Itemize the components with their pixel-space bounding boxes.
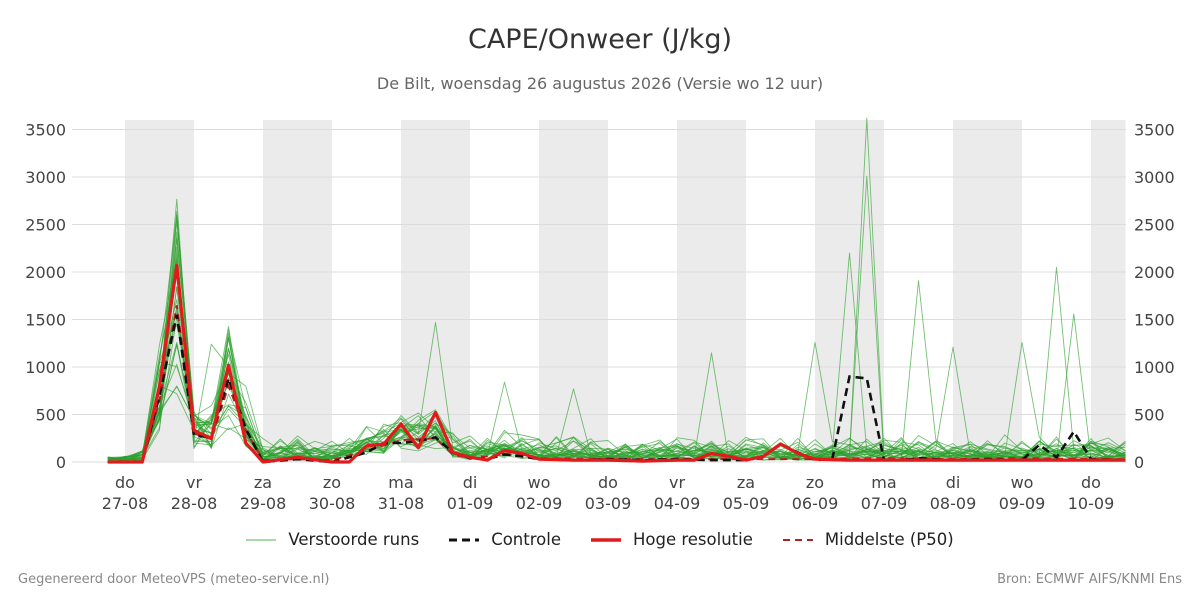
x-tick-day: do: [115, 473, 135, 492]
night-bands: [125, 120, 1126, 462]
shaded-band: [263, 120, 332, 462]
high-res-line: [107, 263, 1126, 464]
y-tick-label-left: 2500: [25, 216, 66, 235]
y-tick-label-left: 500: [35, 406, 66, 425]
x-tick-date: 02-09: [516, 494, 563, 513]
legend-swatch-perturbed: [246, 539, 277, 540]
x-tick-day: ma: [871, 473, 896, 492]
y-tick-label-left: 3500: [25, 121, 66, 140]
x-tick-day: zo: [323, 473, 341, 492]
x-tick-date: 10-09: [1068, 494, 1115, 513]
x-tick-date: 06-09: [792, 494, 839, 513]
x-tick-date: 28-08: [171, 494, 218, 513]
y-tick-label-right: 3500: [1134, 121, 1175, 140]
legend-item-high-res: Hoge resolutie: [590, 530, 753, 549]
y-axis-right: 0 500 1000 1500 2000 2500 3000 3500: [1134, 121, 1175, 473]
x-axis: do 27-08 vr 28-08 za 29-08 zo 30-08 ma 31-08 di 01-…: [102, 473, 1115, 513]
x-tick-day: wo: [528, 473, 551, 492]
x-tick-day: zo: [806, 473, 824, 492]
legend-swatch-median: [782, 538, 813, 541]
x-tick-date: 27-08: [102, 494, 149, 513]
shaded-band: [539, 120, 608, 462]
ensemble-member-line: [107, 252, 1126, 462]
legend-label-median: Middelste (P50): [824, 530, 954, 549]
x-tick-date: 31-08: [378, 494, 425, 513]
x-tick-date: 04-09: [654, 494, 701, 513]
footer-source: Bron: ECMWF AIFS/KNMI Ens: [997, 572, 1182, 587]
y-tick-label-right: 3000: [1134, 168, 1175, 187]
x-tick-day: vr: [186, 473, 202, 492]
x-tick-date: 09-09: [999, 494, 1046, 513]
ensemble-member-line: [107, 261, 1126, 461]
y-tick-label-right: 2000: [1134, 263, 1175, 282]
legend-item-perturbed: Verstoorde runs: [246, 530, 419, 549]
y-tick-label-left: 1500: [25, 311, 66, 330]
y-tick-label-right: 2500: [1134, 216, 1175, 235]
y-axis-left: 0 500 1000 1500 2000 2500 3000 3500: [25, 121, 66, 473]
footer-credit: Gegenereerd door MeteoVPS (meteo-service…: [18, 572, 330, 587]
legend-label-control: Controle: [491, 530, 561, 549]
x-tick-date: 05-09: [723, 494, 770, 513]
legend-swatch-high-res: [590, 537, 621, 542]
x-tick-day: do: [598, 473, 618, 492]
x-tick-day: za: [737, 473, 755, 492]
legend-item-control: Controle: [449, 530, 561, 549]
chart-subtitle: De Bilt, woensdag 26 augustus 2026 (Vers…: [376, 74, 824, 93]
x-tick-date: 03-09: [585, 494, 632, 513]
y-tick-label-right: 0: [1134, 453, 1144, 472]
x-tick-day: di: [946, 473, 961, 492]
legend-label-high-res: Hoge resolutie: [632, 530, 753, 549]
x-tick-date: 08-09: [930, 494, 977, 513]
x-tick-day: za: [254, 473, 272, 492]
legend-item-median: Middelste (P50): [782, 530, 954, 549]
x-tick-day: di: [463, 473, 478, 492]
x-tick-day: wo: [1011, 473, 1034, 492]
y-tick-label-right: 1000: [1134, 358, 1175, 377]
chart-title: CAPE/Onweer (J/kg): [467, 24, 732, 55]
y-tick-label-left: 2000: [25, 263, 66, 282]
x-tick-day: vr: [669, 473, 685, 492]
ensemble-member-line: [107, 237, 1126, 461]
shaded-band: [1091, 120, 1126, 462]
legend-swatch-control: [449, 538, 480, 541]
y-tick-label-left: 1000: [25, 358, 66, 377]
shaded-band: [677, 120, 746, 462]
shaded-band: [401, 120, 470, 462]
legend: Verstoorde runs Controle Hoge resolutie …: [0, 530, 1200, 549]
x-tick-date: 29-08: [240, 494, 287, 513]
x-tick-date: 07-09: [861, 494, 908, 513]
y-tick-label-right: 500: [1134, 406, 1165, 425]
y-tick-label-right: 1500: [1134, 311, 1175, 330]
x-tick-date: 30-08: [309, 494, 356, 513]
y-tick-label-left: 0: [56, 453, 66, 472]
y-tick-label-left: 3000: [25, 168, 66, 187]
x-tick-date: 01-09: [447, 494, 494, 513]
x-tick-day: do: [1081, 473, 1101, 492]
legend-label-perturbed: Verstoorde runs: [288, 530, 420, 549]
x-tick-day: ma: [388, 473, 413, 492]
main-series: [107, 263, 1126, 464]
